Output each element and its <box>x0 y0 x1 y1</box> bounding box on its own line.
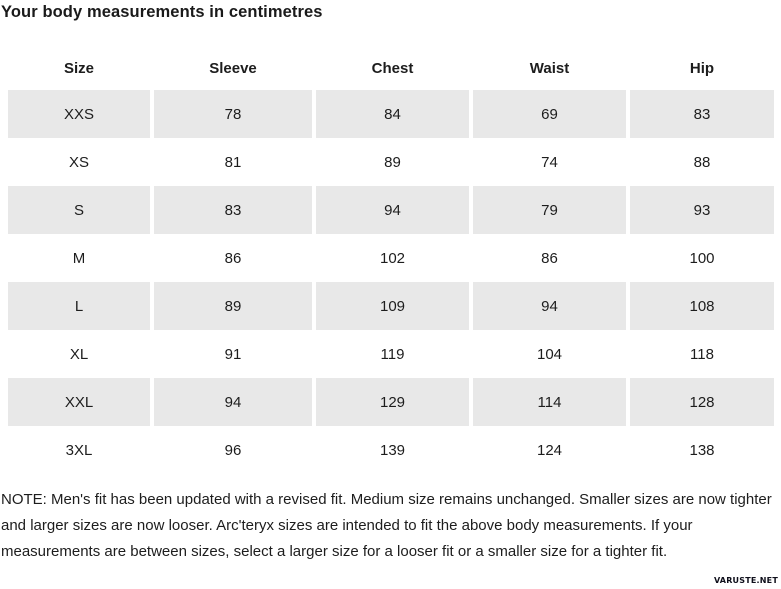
sleeve-cell: 89 <box>154 282 312 330</box>
size-cell: XS <box>68 153 89 171</box>
chest-cell: 94 <box>316 186 469 234</box>
sleeve-cell: 94 <box>154 378 312 426</box>
sleeve-cell: 81 <box>224 153 242 171</box>
table-row-xl: XL 91 119 104 118 <box>8 330 774 378</box>
watermark: VARUSTE.NET <box>713 576 778 585</box>
table-row-xxs: XXS 78 84 69 83 <box>8 90 774 138</box>
sleeve-cell: 78 <box>154 90 312 138</box>
hip-cell: 100 <box>689 249 715 267</box>
hip-cell: 128 <box>630 378 774 426</box>
waist-cell: 69 <box>473 90 626 138</box>
hip-cell: 88 <box>693 153 711 171</box>
waist-cell: 104 <box>536 345 563 363</box>
waist-cell: 114 <box>473 378 626 426</box>
column-header-size: Size <box>63 60 94 77</box>
chest-cell: 109 <box>316 282 469 330</box>
chest-cell: 119 <box>380 345 405 363</box>
column-header-sleeve: Sleeve <box>209 60 257 77</box>
chest-cell: 89 <box>384 153 401 171</box>
hip-cell: 93 <box>630 186 774 234</box>
size-cell: 3XL <box>65 441 93 459</box>
table-row-m: M 86 102 86 100 <box>8 234 774 282</box>
page-title: Your body measurements in centimetres <box>1 3 323 21</box>
size-chart-table: Size Sleeve Chest Waist Hip XXS 78 84 69… <box>8 47 774 474</box>
chest-cell: 102 <box>379 249 406 267</box>
size-cell: XXL <box>8 378 150 426</box>
waist-cell: 74 <box>541 153 558 171</box>
hip-cell: 118 <box>690 345 714 363</box>
sleeve-cell: 96 <box>224 441 242 459</box>
waist-cell: 79 <box>473 186 626 234</box>
waist-cell: 94 <box>473 282 626 330</box>
chest-cell: 129 <box>316 378 469 426</box>
chest-cell: 139 <box>379 441 406 459</box>
table-row-s: S 83 94 79 93 <box>8 186 774 234</box>
hip-cell: 83 <box>630 90 774 138</box>
table-row-3xl: 3XL 96 139 124 138 <box>8 426 774 474</box>
column-header-chest: Chest <box>371 60 414 77</box>
table-row-xxl: XXL 94 129 114 128 <box>8 378 774 426</box>
size-cell: XXS <box>8 90 150 138</box>
table-row-l: L 89 109 94 108 <box>8 282 774 330</box>
sleeve-cell: 83 <box>154 186 312 234</box>
table-row-xs: XS 81 89 74 88 <box>8 138 774 186</box>
table-header-row: Size Sleeve Chest Waist Hip <box>8 47 774 90</box>
waist-cell: 86 <box>541 249 558 267</box>
size-cell: M <box>72 249 86 267</box>
sleeve-cell: 91 <box>224 345 242 363</box>
sleeve-cell: 86 <box>224 249 242 267</box>
note-text: NOTE: Men's fit has been updated with a … <box>1 491 772 560</box>
hip-cell: 138 <box>689 441 715 459</box>
chest-cell: 84 <box>316 90 469 138</box>
size-cell: L <box>8 282 150 330</box>
size-cell: S <box>8 186 150 234</box>
column-header-hip: Hip <box>689 60 715 77</box>
waist-cell: 124 <box>536 441 563 459</box>
size-cell: XL <box>69 345 89 363</box>
column-header-waist: Waist <box>529 60 570 77</box>
hip-cell: 108 <box>630 282 774 330</box>
